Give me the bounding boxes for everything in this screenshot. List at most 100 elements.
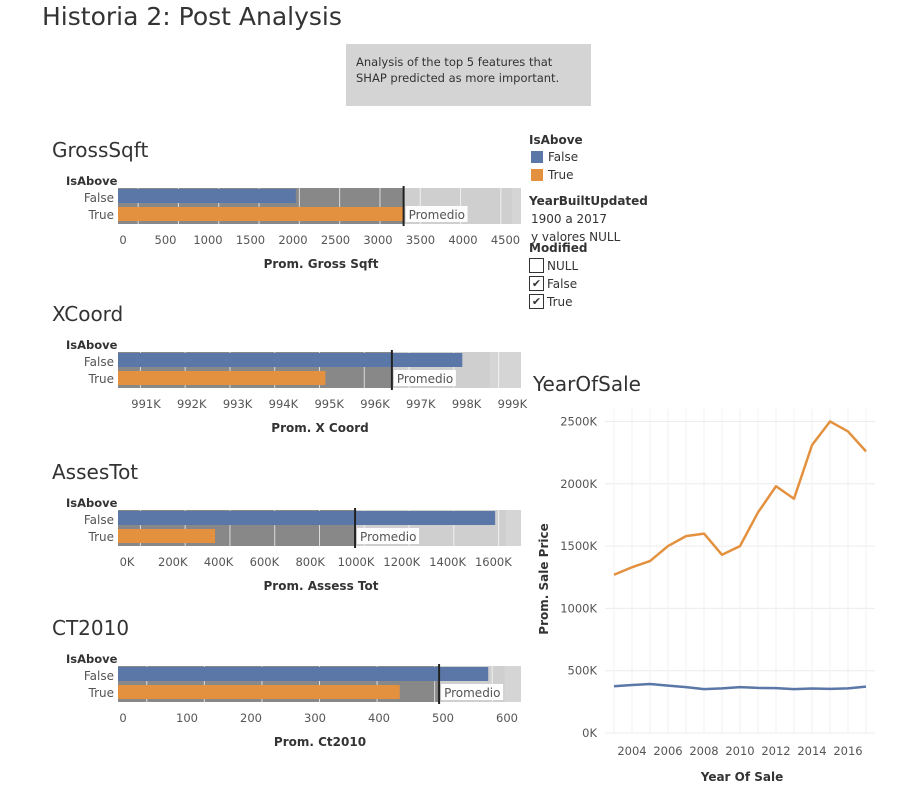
y-tick-label: 2000K — [560, 477, 597, 491]
tick-label: 1600K — [475, 555, 512, 569]
modified-title: Modified — [529, 241, 588, 255]
bullet-chart-grosssqft: Promedio 0 500 1000 1500 2000 2500 3000 3500 4000… — [118, 186, 521, 271]
tick-label: 600 — [496, 711, 518, 725]
tick-label: 996K — [360, 397, 390, 411]
x-tick-label: 2008 — [689, 744, 718, 758]
bar-true[interactable] — [118, 207, 404, 221]
x-tick-label: 2006 — [653, 744, 682, 758]
legend-swatch-true — [531, 169, 543, 181]
tick-label: 1200K — [383, 555, 420, 569]
tick-label: 0K — [120, 555, 135, 569]
series-line-false[interactable] — [613, 682, 867, 691]
row-label-false: False — [83, 355, 114, 369]
row-label-true: True — [88, 530, 115, 544]
tick-label: 993K — [223, 397, 253, 411]
checkbox-label: NULL — [547, 258, 579, 273]
x-axis-label: Prom. Assess Tot — [264, 579, 379, 593]
yearofsale-title: YearOfSale — [533, 372, 641, 396]
caption-box: Analysis of the top 5 features that SHAP… — [346, 44, 591, 106]
bullet-chart-ct2010: Promedio 0 100 200 300 400 500 600 Prom. Ct2010 — [118, 664, 521, 749]
tick-label: 994K — [269, 397, 299, 411]
bar-false[interactable] — [118, 667, 489, 681]
legend-title: IsAbove — [529, 133, 583, 147]
y-tick-label: 500K — [568, 664, 598, 678]
y-axis-label: Prom. Sale Price — [537, 523, 551, 634]
tick-label: 1000K — [338, 555, 375, 569]
bar-true[interactable] — [118, 685, 400, 699]
checkbox-modified-false[interactable]: ✔ False — [529, 276, 577, 291]
tick-label: 500 — [432, 711, 454, 725]
y-tick-label: 1000K — [560, 601, 597, 615]
tick-label: 100 — [176, 711, 198, 725]
row-header: IsAbove — [66, 174, 118, 188]
x-tick-label: 2004 — [617, 744, 646, 758]
reference-label: Promedio — [409, 208, 465, 222]
tick-label: 3000 — [363, 233, 392, 247]
tick-label: 2500 — [321, 233, 350, 247]
reference-label: Promedio — [360, 530, 416, 544]
tick-label: 998K — [452, 397, 482, 411]
tick-label: 300 — [304, 711, 326, 725]
checkbox-modified-null[interactable]: NULL — [529, 258, 578, 273]
tick-label: 991K — [131, 397, 161, 411]
bullet-chart-xcoord: Promedio 991K 992K 993K 994K 995K 996K 997K 998K… — [118, 350, 528, 435]
checkbox-label: False — [547, 276, 578, 291]
legend-item-false[interactable]: False — [531, 150, 578, 164]
row-label-false: False — [83, 669, 114, 683]
x-axis-label: Year Of Sale — [700, 770, 784, 784]
reference-label: Promedio — [444, 686, 500, 700]
checkbox-box[interactable] — [529, 258, 544, 273]
row-header: IsAbove — [66, 652, 118, 666]
tick-label: 0 — [119, 711, 126, 725]
filter-null-note: y valores NULL — [531, 230, 621, 244]
y-tick-label: 0K — [582, 726, 597, 740]
row-label-true: True — [88, 372, 115, 386]
bar-true[interactable] — [118, 529, 215, 543]
tick-label: 1400K — [429, 555, 466, 569]
legend-item-true[interactable]: True — [531, 168, 574, 182]
series-line-true[interactable] — [613, 420, 867, 576]
checkbox-box[interactable]: ✔ — [529, 294, 544, 309]
y-tick-label: 2500K — [560, 414, 597, 428]
tick-label: 400 — [368, 711, 390, 725]
bullet-title-grosssqft: GrossSqft — [52, 138, 149, 162]
reference-label-box — [357, 528, 420, 544]
bullet-title-assestot: AssesTot — [52, 460, 139, 484]
x-tick-label: 2012 — [761, 744, 790, 758]
x-tick-label: 2016 — [833, 744, 862, 758]
tick-label: 1500 — [236, 233, 265, 247]
tick-label: 0 — [119, 233, 126, 247]
legend-label-false: False — [548, 150, 579, 164]
tick-label: 995K — [314, 397, 344, 411]
tick-label: 400K — [204, 555, 234, 569]
checkbox-box[interactable]: ✔ — [529, 276, 544, 291]
checkbox-modified-true[interactable]: ✔ True — [529, 294, 573, 309]
bar-false[interactable] — [118, 353, 463, 367]
tick-label: 2000 — [278, 233, 307, 247]
row-label-true: True — [88, 686, 115, 700]
filter-range-value[interactable]: 1900 a 2017 — [531, 212, 608, 226]
page-title: Historia 2: Post Analysis — [42, 2, 342, 31]
y-tick-label: 1500K — [560, 539, 597, 553]
bar-true[interactable] — [118, 371, 326, 385]
reference-label-box — [405, 206, 468, 222]
row-header: IsAbove — [66, 338, 118, 352]
row-label-false: False — [83, 191, 114, 205]
bar-false[interactable] — [118, 189, 296, 203]
yearofsale-line-chart: 0K 500K 1000K 1500K 2000K 2500K 2004 2006 2008 20… — [537, 409, 875, 784]
bullet-chart-assestot: Promedio 0K 200K 400K 600K 800K 1000K 1200K 1400… — [118, 508, 521, 593]
tick-label: 4500 — [491, 233, 520, 247]
reference-label: Promedio — [397, 372, 453, 386]
tick-label: 500 — [155, 233, 177, 247]
row-label-false: False — [83, 513, 114, 527]
legend-label-true: True — [548, 168, 574, 182]
row-label-true: True — [88, 208, 115, 222]
tick-label: 3500 — [406, 233, 435, 247]
x-tick-label: 2010 — [725, 744, 754, 758]
bar-false[interactable] — [118, 511, 496, 525]
tick-label: 992K — [177, 397, 207, 411]
x-axis-label: Prom. X Coord — [271, 421, 368, 435]
tick-label: 200K — [158, 555, 188, 569]
x-axis-label: Prom. Gross Sqft — [264, 257, 379, 271]
bullet-title-ct2010: CT2010 — [52, 616, 130, 640]
